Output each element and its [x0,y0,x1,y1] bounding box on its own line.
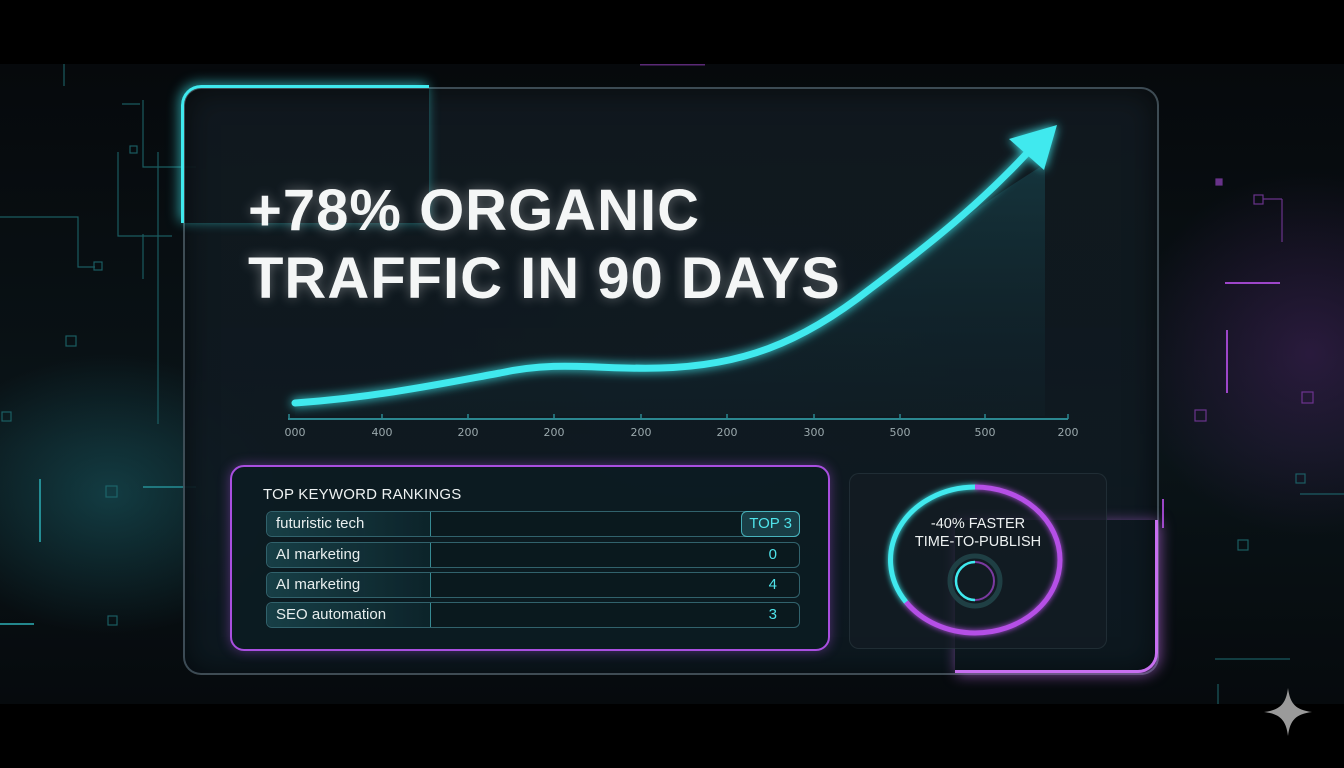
keyword-row: AI marketing 4 [266,572,800,598]
x-tick-label: 200 [457,426,479,439]
x-tick-label: 000 [284,426,306,439]
letterbox-bottom [0,704,1344,768]
arrow-head-icon [1009,125,1057,170]
keyword-label: AI marketing [267,543,431,567]
circuit-decoration [0,64,1344,704]
rank-value: 4 [768,576,777,593]
x-tick-label: 200 [1057,426,1079,439]
traffic-line [291,125,1057,407]
keyword-rankings-title: TOP KEYWORD RANKINGS [263,486,462,503]
stat-line-1: -40% FASTER [930,516,1026,532]
rank-badge: TOP 3 [741,511,800,537]
panel-accent-purple [955,520,1158,673]
x-tick-label: 500 [974,426,996,439]
rank-value: 3 [768,606,777,623]
headline-line-2: TRAFFIC IN 90 DAYS [248,246,841,311]
x-tick-label: 200 [716,426,738,439]
x-axis-ticks [288,414,1069,419]
rank-value: 0 [768,546,777,563]
headline: +78% ORGANIC TRAFFIC IN 90 DAYS [248,177,841,313]
progress-ring [888,484,1063,636]
keyword-label: AI marketing [267,573,431,597]
x-tick-label: 200 [630,426,652,439]
keyword-row: SEO automation 3 [266,602,800,628]
keyword-row: AI marketing 0 [266,542,800,568]
headline-line-1: +78% ORGANIC [248,178,700,243]
keyword-label: futuristic tech [267,512,431,536]
traffic-line-chart [288,125,1069,420]
panel-accent-cyan [181,85,429,223]
chart-area-fill [295,164,1045,416]
x-tick-label: 500 [889,426,911,439]
keyword-label: SEO automation [267,603,431,627]
x-tick-label: 300 [803,426,825,439]
keyword-rankings-card: TOP KEYWORD RANKINGS futuristic tech TOP… [230,465,830,651]
x-tick-label: 200 [543,426,565,439]
sparkle-icon [1264,688,1312,736]
stat-line-2: TIME-TO-PUBLISH [914,534,1042,550]
scene: 000 400 200 200 200 200 300 500 500 200 … [0,64,1344,704]
keyword-row: futuristic tech TOP 3 [266,511,800,537]
x-tick-label: 400 [371,426,393,439]
time-to-publish-card: -40% FASTER TIME-TO-PUBLISH [849,473,1107,649]
letterbox-top [0,0,1344,64]
